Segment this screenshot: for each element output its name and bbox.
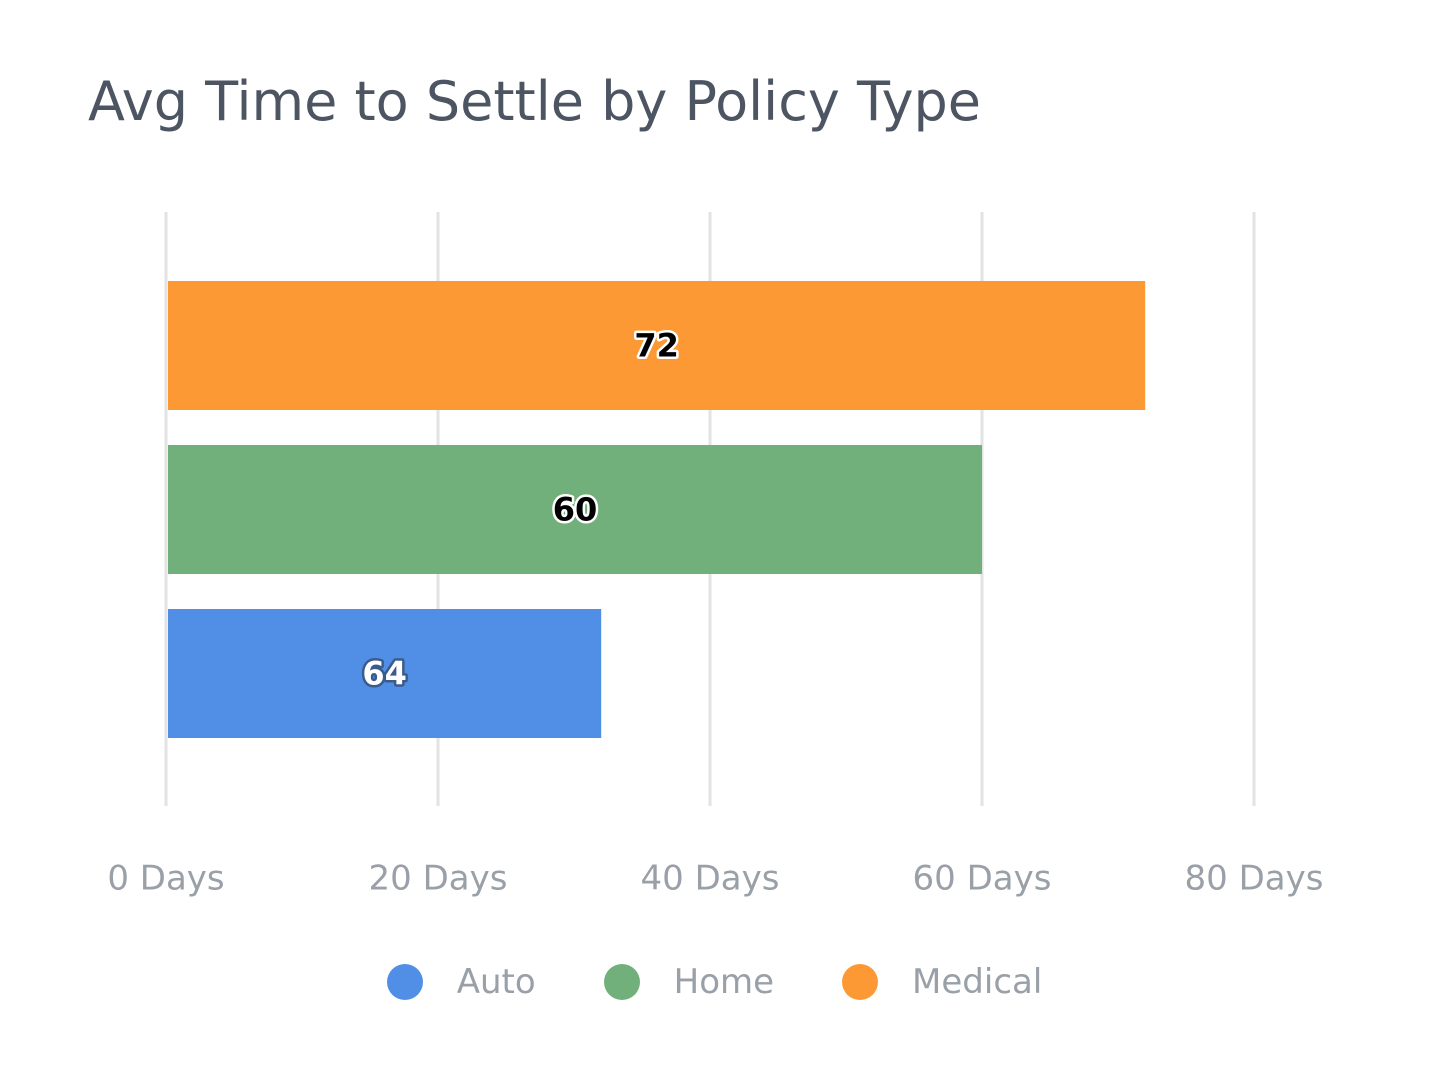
legend-swatch xyxy=(842,964,879,1000)
data-label-medical: 72 xyxy=(634,327,679,365)
x-tick-label: 60 Days xyxy=(913,859,1052,899)
data-label-auto: 64 xyxy=(362,655,407,693)
legend-item-auto[interactable]: Auto xyxy=(386,962,536,1002)
legend: Auto Home Medical xyxy=(0,962,1429,1002)
data-labels: 72 60 64 xyxy=(360,324,682,695)
legend-item-home[interactable]: Home xyxy=(603,962,775,1002)
x-tick-label: 20 Days xyxy=(369,859,508,899)
x-tick-label: 0 Days xyxy=(107,859,224,899)
bar-home[interactable] xyxy=(168,445,982,574)
legend-label: Home xyxy=(673,962,775,1002)
x-axis-tick-labels: 0 Days 20 Days 40 Days 60 Days 80 Days xyxy=(107,859,1323,899)
bars xyxy=(168,281,1146,738)
legend-item-medical[interactable]: Medical xyxy=(842,962,1042,1002)
legend-label: Medical xyxy=(912,962,1043,1002)
bar-chart: 72 60 64 0 Days 20 Days 40 Days 60 Days 80 Day… xyxy=(107,212,1323,899)
data-label-home: 60 xyxy=(553,491,598,529)
bar-medical[interactable] xyxy=(168,281,1146,410)
x-tick-label: 40 Days xyxy=(641,859,780,899)
legend-swatch xyxy=(603,964,640,1000)
bar-auto[interactable] xyxy=(168,609,602,738)
legend-swatch xyxy=(386,964,423,1000)
chart-title: Avg Time to Settle by Policy Type xyxy=(88,70,982,133)
legend-label: Auto xyxy=(456,962,536,1002)
x-tick-label: 80 Days xyxy=(1185,859,1324,899)
